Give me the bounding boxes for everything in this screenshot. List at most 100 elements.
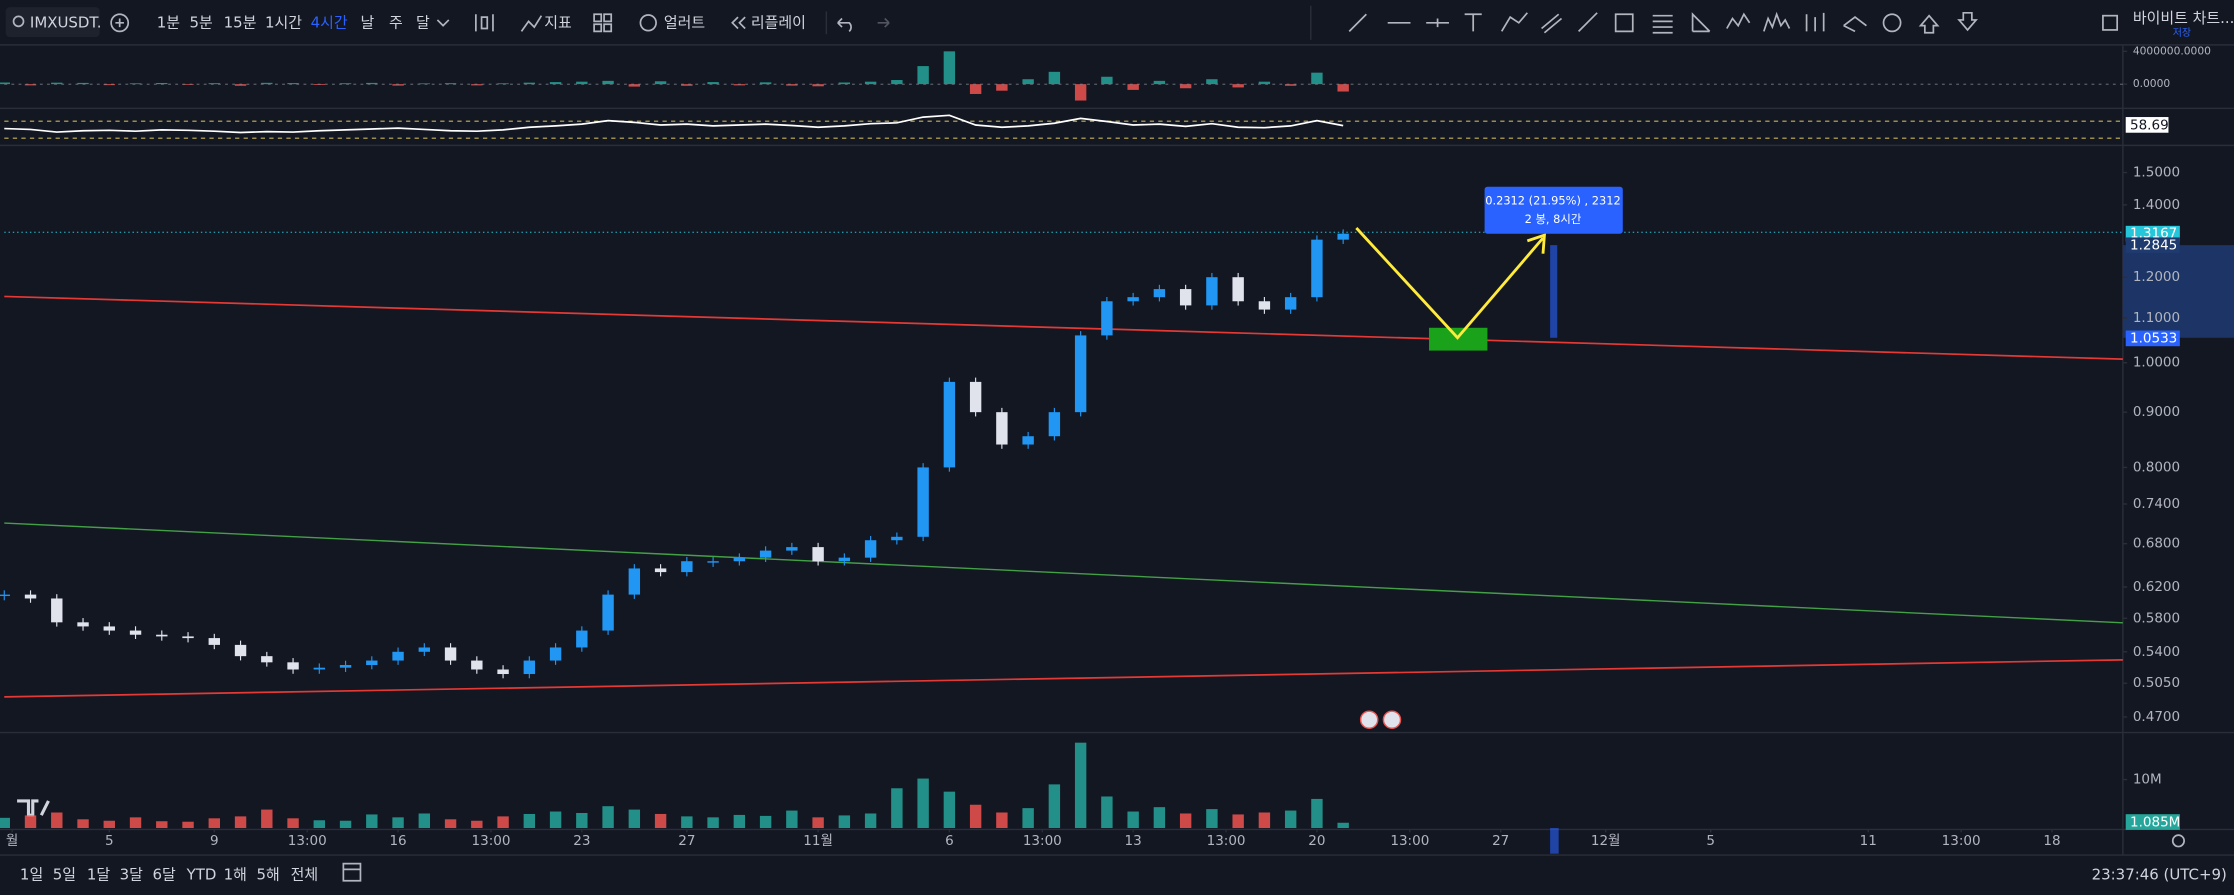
candle bbox=[917, 467, 929, 537]
interval-button[interactable]: 1시간 bbox=[265, 13, 302, 31]
symbol[interactable]: IMXUSDT. bbox=[30, 13, 102, 31]
chart-type-icon[interactable] bbox=[475, 14, 494, 32]
pattern-tool[interactable] bbox=[1726, 12, 1751, 29]
bar bbox=[51, 82, 63, 85]
candle bbox=[287, 662, 299, 670]
x-tick-label: 27 bbox=[1492, 833, 1509, 849]
date-range-icon[interactable] bbox=[342, 862, 362, 882]
interval-button[interactable]: 1분 bbox=[157, 13, 180, 31]
symbol-box[interactable] bbox=[5, 7, 100, 38]
interval-button[interactable]: 날 bbox=[360, 13, 374, 31]
rect-tool[interactable] bbox=[1614, 13, 1634, 33]
path-tool[interactable] bbox=[1500, 12, 1528, 32]
interval-button[interactable]: 주 bbox=[389, 13, 403, 31]
gann-tool[interactable] bbox=[1691, 12, 1711, 33]
bar bbox=[418, 813, 431, 829]
interval-button[interactable]: 15분 bbox=[224, 13, 257, 31]
indicators-button[interactable]: 지표 bbox=[544, 13, 572, 31]
bar bbox=[969, 804, 982, 829]
measure-range[interactable] bbox=[1550, 245, 1558, 338]
range-button[interactable]: 1일 bbox=[20, 866, 43, 884]
candle bbox=[1206, 277, 1218, 306]
range-button[interactable]: 3달 bbox=[120, 866, 144, 884]
range-button[interactable]: 전체 bbox=[291, 866, 319, 884]
bar bbox=[51, 812, 63, 829]
bar bbox=[1153, 80, 1166, 85]
circle-tool[interactable] bbox=[1882, 13, 1902, 33]
event-icon[interactable] bbox=[1382, 710, 1402, 729]
candle bbox=[681, 561, 693, 573]
bar bbox=[681, 816, 693, 829]
x-tick-label: 23 bbox=[573, 833, 590, 849]
logo bbox=[17, 799, 50, 817]
target-zone[interactable] bbox=[1429, 327, 1488, 351]
bar bbox=[1337, 822, 1349, 829]
candle bbox=[576, 630, 588, 648]
interval-dropdown[interactable] bbox=[436, 19, 450, 27]
bar bbox=[996, 84, 1008, 91]
x-tick-label: 13:00 bbox=[288, 833, 327, 849]
resistance-line[interactable] bbox=[4, 295, 2123, 360]
x-tick-label: 13:00 bbox=[1023, 833, 1062, 849]
y-tick-label: 0.7400 bbox=[2133, 496, 2180, 512]
candle bbox=[103, 626, 115, 631]
arrow-up-tool[interactable] bbox=[1918, 14, 1940, 34]
bar bbox=[1074, 84, 1087, 101]
x-tick-label: 12월 bbox=[1591, 833, 1621, 849]
range-button[interactable]: 1달 bbox=[87, 866, 111, 884]
channel-tool[interactable] bbox=[1541, 13, 1563, 34]
trend-tool[interactable] bbox=[1348, 13, 1367, 32]
undo[interactable] bbox=[837, 17, 852, 32]
elliott-tool[interactable] bbox=[1763, 11, 1791, 32]
x-tick-label: 13:00 bbox=[1942, 833, 1981, 849]
redo[interactable] bbox=[877, 17, 890, 28]
interval-button[interactable]: 4시간 bbox=[311, 13, 348, 31]
alerts-button[interactable]: 얼러트 bbox=[664, 13, 705, 31]
bar bbox=[129, 83, 142, 85]
replay-button[interactable]: 리플레이 bbox=[751, 13, 806, 31]
alert-icon bbox=[639, 14, 657, 32]
range-button[interactable]: 6달 bbox=[152, 866, 176, 884]
bar bbox=[1206, 79, 1218, 85]
range-button[interactable]: 5해 bbox=[256, 866, 279, 884]
arrow-down-tool[interactable] bbox=[1957, 11, 1978, 32]
x-tick-label: 11 bbox=[1860, 833, 1877, 849]
layout-icon[interactable] bbox=[593, 13, 613, 33]
value-label: 1.085M bbox=[2130, 815, 2180, 831]
range-button[interactable]: 1해 bbox=[224, 866, 247, 884]
chart-marks: 1분 5분 15분 1시간 4시간 날 주 달 1일 5일 1달 3달 6달 YTD 1해 5해 전체 월 5 9 13… bbox=[0, 13, 2211, 884]
interval-button[interactable]: 5분 bbox=[189, 13, 212, 31]
layout-name[interactable]: 바이비트 차트... bbox=[2133, 9, 2234, 27]
bar bbox=[1311, 72, 1323, 85]
search-icon bbox=[12, 15, 25, 28]
forecast-tool[interactable] bbox=[1805, 12, 1825, 32]
add-symbol[interactable] bbox=[110, 13, 130, 33]
fib-tool[interactable] bbox=[1652, 14, 1673, 34]
arrow-head bbox=[1526, 233, 1547, 254]
projection-arrow[interactable] bbox=[1355, 227, 1545, 340]
bar bbox=[943, 791, 956, 829]
support-line[interactable] bbox=[4, 658, 2123, 698]
layout-checkbox[interactable] bbox=[2102, 14, 2119, 31]
pane-separators bbox=[0, 45, 2234, 856]
save-status: 저장 bbox=[2173, 27, 2191, 39]
settings-icon[interactable] bbox=[2171, 834, 2185, 848]
ray-tool[interactable] bbox=[1426, 18, 1449, 28]
text-tool[interactable] bbox=[1464, 13, 1482, 32]
trend-line[interactable] bbox=[4, 522, 2123, 624]
bar bbox=[1127, 811, 1139, 829]
segment-tool[interactable] bbox=[1578, 12, 1598, 32]
shape-tool[interactable] bbox=[1843, 16, 1867, 33]
candle bbox=[1101, 301, 1113, 336]
interval-button[interactable]: 달 bbox=[416, 13, 430, 31]
range-button[interactable]: 5일 bbox=[53, 866, 76, 884]
bar bbox=[1284, 810, 1297, 829]
x-tick-label: 5 bbox=[1706, 833, 1715, 849]
range-button[interactable]: YTD bbox=[186, 866, 217, 884]
candle bbox=[969, 381, 982, 413]
event-icon[interactable] bbox=[1359, 710, 1379, 729]
candle bbox=[51, 598, 63, 623]
candle bbox=[392, 651, 404, 661]
drawing-tools bbox=[1348, 11, 1978, 34]
x-tick-label: 6 bbox=[945, 833, 954, 849]
